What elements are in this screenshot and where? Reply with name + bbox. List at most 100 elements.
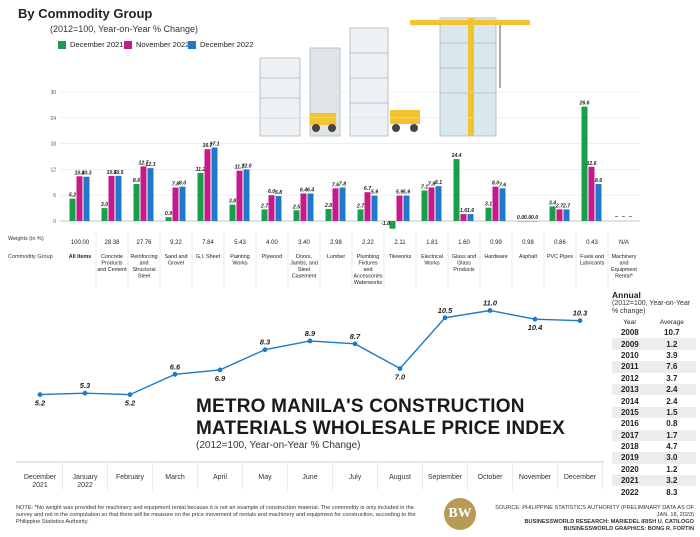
y-tick-label: 24: [50, 116, 56, 122]
bar-dec2022: [467, 214, 474, 221]
line-point: [172, 371, 178, 377]
annual-row: 2021 3.2: [612, 475, 696, 487]
annual-year: 2014: [612, 395, 648, 407]
bar-value-label: 8.6: [595, 178, 602, 184]
y-tick-label: 6: [53, 193, 56, 199]
annual-average: 1.2: [647, 338, 696, 350]
line-value-label: 10.4: [528, 323, 543, 332]
bar-value-label: 2.7: [562, 203, 571, 209]
legend-swatch: [124, 40, 132, 49]
annual-row: 2016 0.8: [612, 418, 696, 430]
category-label: Asphalt: [519, 254, 537, 260]
bar-value-label: 8.0: [179, 181, 186, 187]
annual-average: 4.7: [647, 440, 696, 453]
annual-average: 1.5: [647, 406, 696, 419]
annual-year: 2022: [612, 486, 648, 498]
bar-dec2021: [549, 206, 556, 221]
weight-value: 0.98: [522, 240, 534, 246]
bar-value-label: 0.0: [531, 215, 538, 221]
category-label: Works: [232, 261, 247, 267]
bar-nov2022: [204, 149, 211, 221]
category-label: Glass: [457, 261, 471, 267]
annual-average: 0.8: [647, 418, 696, 430]
bar-dec2022: [435, 186, 442, 221]
footnote: NOTE: *No weight was provided for machin…: [16, 505, 416, 525]
bar-value-label: –: [615, 214, 618, 220]
category-label: Glass and: [452, 254, 476, 260]
bar-nov2022: [332, 188, 339, 221]
category-label: Jambs, and: [290, 261, 318, 267]
bar-value-label: 7.6: [499, 182, 506, 188]
weight-value: 5.43: [234, 240, 246, 246]
bar-value-label: 6.0: [268, 189, 275, 195]
category-label: Machinery: [612, 254, 637, 260]
line-chart-title-line1: METRO MANILA'S CONSTRUCTION: [196, 396, 525, 417]
x-tick-label: February: [116, 474, 145, 481]
bar-value-label: 7.8: [428, 181, 435, 187]
line-value-label: 8.7: [350, 332, 361, 341]
annual-year: 2019: [612, 452, 648, 464]
bar-value-label: 1.6: [460, 208, 467, 214]
line-value-label: 6.9: [215, 374, 226, 383]
annual-subtitle: (2012=100, Year-on-Year % change): [612, 300, 691, 315]
bar-value-label: –: [622, 214, 625, 220]
line-value-label: 8.3: [260, 338, 271, 347]
bar-value-label: 12.3: [145, 162, 155, 168]
bar-chart: 0 6 12 18 24 30 Weights (in %) Commodity Group 5…: [8, 90, 640, 288]
annual-panel: Annual (2012=100, Year-on-Year % change)…: [612, 290, 696, 498]
category-label: Electrical: [421, 254, 443, 260]
bar-dec2022: [563, 209, 570, 221]
legend-item-nov-2022: November 2022: [124, 40, 189, 49]
weight-value: 0.43: [586, 240, 598, 246]
bar-value-label: 2.7: [260, 203, 269, 209]
line-value-label: 10.3: [573, 309, 588, 318]
bar-dec2022: [403, 195, 410, 221]
bar-value-label: 3.4: [549, 200, 556, 206]
chart-subtitle: (2012=100, Year-on-Year % Change): [50, 24, 199, 34]
legend-swatch: [188, 40, 196, 49]
weight-value: 4.00: [266, 240, 278, 246]
bar-dec2021: [389, 221, 396, 229]
bar-value-label: -1.8: [381, 221, 390, 227]
bar-nov2022: [172, 187, 179, 221]
bar-nov2022: [268, 195, 275, 221]
annual-title: Annual: [612, 290, 641, 300]
annual-year: 2013: [612, 383, 648, 396]
bar-dec2022: [147, 168, 154, 221]
legend-label: November 2022: [136, 40, 190, 49]
x-tick-label: May: [258, 474, 272, 481]
bar-value-label: 8.0: [492, 181, 499, 187]
category-label: Rental*: [615, 274, 634, 280]
x-tick-label: January: [73, 474, 98, 481]
bar-value-label: 5.9: [403, 190, 410, 196]
line-point: [532, 316, 538, 322]
weights-row-label: Weights (in %): [8, 236, 44, 242]
line-point: [487, 308, 493, 313]
line-point: [82, 390, 88, 396]
bar-nov2022: [556, 209, 563, 221]
bar-dec2022: [115, 175, 122, 221]
x-tick-label: July: [349, 474, 362, 481]
annual-year: 2012: [612, 372, 648, 384]
research-credit: BUSINESSWORLD RESEARCH: MARIEDEL IRISH U…: [524, 519, 694, 525]
category-label: Plywood: [262, 254, 282, 260]
bar-value-label: 2.7: [356, 203, 365, 209]
annual-row: 2013 2.4: [612, 383, 696, 396]
bar-value-label: 2.8: [324, 203, 332, 209]
annual-average: 3.9: [647, 349, 696, 362]
bar-dec2022: [499, 188, 506, 221]
category-label: G.I. Sheet: [196, 254, 221, 260]
category-label: and: [364, 267, 373, 273]
weight-value: 1.60: [458, 240, 470, 246]
bar-value-label: 8.6: [133, 178, 140, 184]
line-point: [577, 318, 583, 324]
commodity-row-label: Commodity Group: [8, 254, 53, 260]
bar-dec2021: [101, 208, 108, 221]
bar-value-label: 2.5: [292, 204, 300, 210]
bar-value-label: 3.8: [229, 199, 236, 205]
annual-average: 3.0: [647, 452, 696, 464]
bar-value-label: 1.6: [467, 208, 474, 214]
bar-dec2021: [133, 184, 140, 221]
line-point: [352, 341, 358, 347]
line-point: [307, 338, 313, 344]
